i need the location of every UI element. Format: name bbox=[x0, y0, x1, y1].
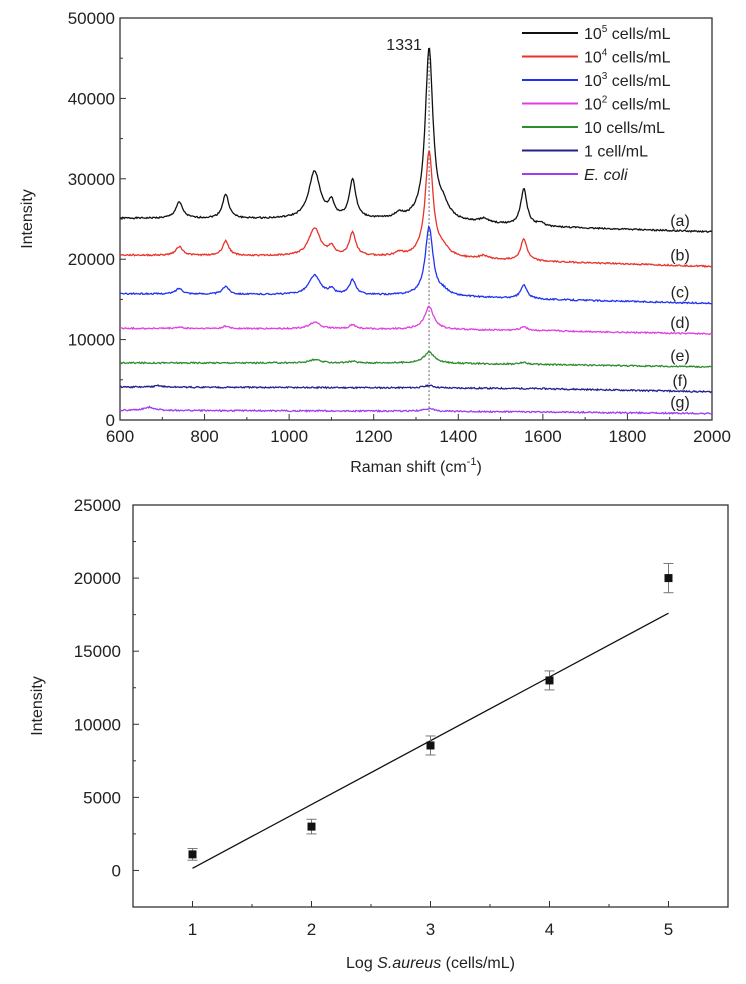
x-tick-label: 600 bbox=[106, 427, 134, 446]
x-tick-label: 1 bbox=[188, 920, 197, 939]
legend-label: 103 cells/mL bbox=[584, 71, 671, 90]
x-tick-label: 2000 bbox=[693, 427, 731, 446]
spectrum-line-f bbox=[119, 384, 713, 394]
x-tick-label: 1400 bbox=[439, 427, 477, 446]
spectrum-line-d bbox=[119, 305, 713, 336]
y-tick-label: 0 bbox=[106, 411, 115, 430]
data-point bbox=[426, 741, 435, 750]
y-tick-label: 25000 bbox=[74, 496, 121, 515]
y-tick-label: 15000 bbox=[74, 642, 121, 661]
data-point bbox=[307, 822, 316, 831]
x-tick-label: 800 bbox=[190, 427, 218, 446]
y-tick-label: 0 bbox=[112, 861, 121, 880]
legend-label: E. coli bbox=[584, 167, 628, 184]
curve-tag: (g) bbox=[670, 395, 690, 412]
legend-label: 102 cells/mL bbox=[584, 95, 671, 114]
legend-label: 104 cells/mL bbox=[584, 48, 671, 67]
spectrum-line-b bbox=[119, 150, 713, 268]
x-tick-label: 1200 bbox=[355, 427, 393, 446]
legend-label: 1 cell/mL bbox=[584, 144, 648, 161]
y-tick-label: 10000 bbox=[68, 331, 115, 350]
data-point bbox=[188, 850, 197, 859]
y-axis-label: Intensity bbox=[19, 189, 36, 249]
curve-tag: (a) bbox=[670, 213, 690, 230]
spectrum-line-c bbox=[119, 224, 713, 305]
spectrum-line-e bbox=[119, 350, 713, 369]
x-tick-label: 1600 bbox=[524, 427, 562, 446]
curve-tag: (d) bbox=[670, 315, 690, 332]
legend-label: 105 cells/mL bbox=[584, 24, 671, 43]
y-tick-label: 20000 bbox=[68, 250, 115, 269]
curve-tag: (b) bbox=[670, 247, 690, 264]
y-tick-label: 10000 bbox=[74, 715, 121, 734]
plot-frame bbox=[132, 504, 729, 908]
calibration-chart: 1 2 3 4 5 0 5000 10000 15000 20000 25000 Log S.aure… bbox=[29, 496, 729, 972]
peak-annotation: 1331 bbox=[386, 37, 422, 54]
curve-tag: (c) bbox=[671, 284, 690, 301]
x-tick-label: 1000 bbox=[270, 427, 308, 446]
data-point bbox=[545, 676, 554, 685]
y-tick-label: 30000 bbox=[68, 170, 115, 189]
spectrum-line-a bbox=[119, 47, 713, 234]
x-tick-label: 3 bbox=[426, 920, 435, 939]
x-axis-label: Raman shift (cm-1) bbox=[350, 456, 482, 476]
x-axis-label: Log S.aureus (cells/mL) bbox=[346, 955, 515, 972]
x-tick-label: 2 bbox=[307, 920, 316, 939]
y-tick-label: 40000 bbox=[68, 89, 115, 108]
curve-tag: (f) bbox=[672, 373, 687, 390]
raman-spectra-chart: 600 800 1000 1200 1400 1600 1800 20000100002000… bbox=[19, 9, 731, 476]
x-tick-label: 1800 bbox=[609, 427, 647, 446]
curve-tag: (e) bbox=[670, 348, 690, 365]
y-tick-label: 5000 bbox=[83, 788, 121, 807]
data-point bbox=[664, 574, 673, 583]
legend-label: 10 cells/mL bbox=[584, 120, 665, 137]
x-tick-label: 5 bbox=[664, 920, 673, 939]
y-tick-label: 20000 bbox=[74, 569, 121, 588]
spectrum-line-g bbox=[119, 405, 713, 415]
x-tick-label: 4 bbox=[545, 920, 554, 939]
y-tick-label: 50000 bbox=[68, 9, 115, 28]
y-axis-label: Intensity bbox=[29, 676, 46, 736]
